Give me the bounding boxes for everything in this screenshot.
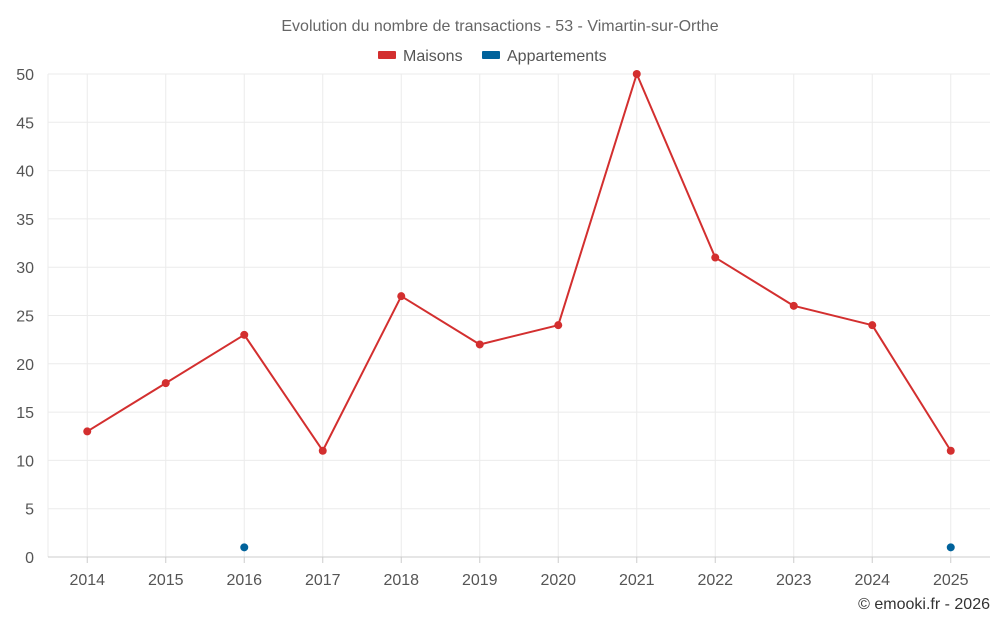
data-point-maisons-2020[interactable] (554, 321, 563, 330)
data-point-maisons-2021[interactable] (632, 70, 641, 78)
data-point-maisons-2022[interactable] (711, 253, 720, 262)
x-tick-label: 2021 (619, 572, 655, 589)
y-tick-label: 25 (16, 309, 34, 326)
data-point-maisons-2025[interactable] (946, 446, 955, 455)
x-tick-label: 2015 (148, 572, 184, 589)
legend-label-maisons[interactable]: Maisons (403, 48, 463, 65)
x-tick-label: 2022 (697, 572, 733, 589)
x-tick-label: 2023 (776, 572, 812, 589)
y-tick-label: 20 (16, 357, 34, 374)
credit-text: © emooki.fr - 2026 (858, 596, 990, 613)
data-point-maisons-2024[interactable] (868, 321, 877, 330)
x-tick-label: 2018 (383, 572, 419, 589)
y-tick-label: 15 (16, 405, 34, 422)
x-tick-label: 2016 (226, 572, 262, 589)
y-tick-label: 30 (16, 260, 34, 277)
y-tick-label: 35 (16, 212, 34, 229)
y-tick-label: 10 (16, 453, 34, 470)
data-point-appartements-2016[interactable] (240, 543, 249, 552)
y-tick-label: 5 (25, 502, 34, 519)
series-layer (83, 70, 955, 552)
data-point-maisons-2019[interactable] (475, 340, 484, 349)
x-axis: 2014 2015 2016 2017 2018 2019 2020 2021 2022 2023… (48, 556, 990, 589)
y-tick-label: 40 (16, 164, 34, 181)
data-point-appartements-2025[interactable] (946, 543, 955, 552)
legend-swatch-maisons (378, 51, 396, 59)
data-point-maisons-2015[interactable] (161, 379, 170, 388)
x-tick-label: 2025 (933, 572, 969, 589)
y-tick-label: 0 (25, 550, 34, 567)
y-axis: 0 5 10 15 20 25 30 35 40 45 50 (16, 67, 34, 567)
y-tick-label: 50 (16, 67, 34, 84)
x-tick-label: 2024 (854, 572, 890, 589)
y-tick-label: 45 (16, 115, 34, 132)
x-tick-label: 2017 (305, 572, 341, 589)
x-tick-label: 2020 (540, 572, 576, 589)
legend-swatch-appartements (482, 51, 500, 59)
data-point-maisons-2014[interactable] (83, 427, 92, 436)
series-line-maisons (86, 73, 952, 452)
x-tick-label: 2014 (69, 572, 105, 589)
chart-legend: Maisons Appartements (378, 48, 607, 65)
data-point-maisons-2018[interactable] (397, 292, 406, 301)
data-point-maisons-2023[interactable] (789, 301, 798, 310)
chart-title: Evolution du nombre de transactions - 53… (281, 18, 718, 35)
x-tick-label: 2019 (462, 572, 498, 589)
legend-label-appartements[interactable]: Appartements (507, 48, 607, 65)
data-point-maisons-2017[interactable] (318, 446, 327, 455)
data-point-maisons-2016[interactable] (240, 330, 249, 339)
chart-grid (47, 73, 990, 557)
